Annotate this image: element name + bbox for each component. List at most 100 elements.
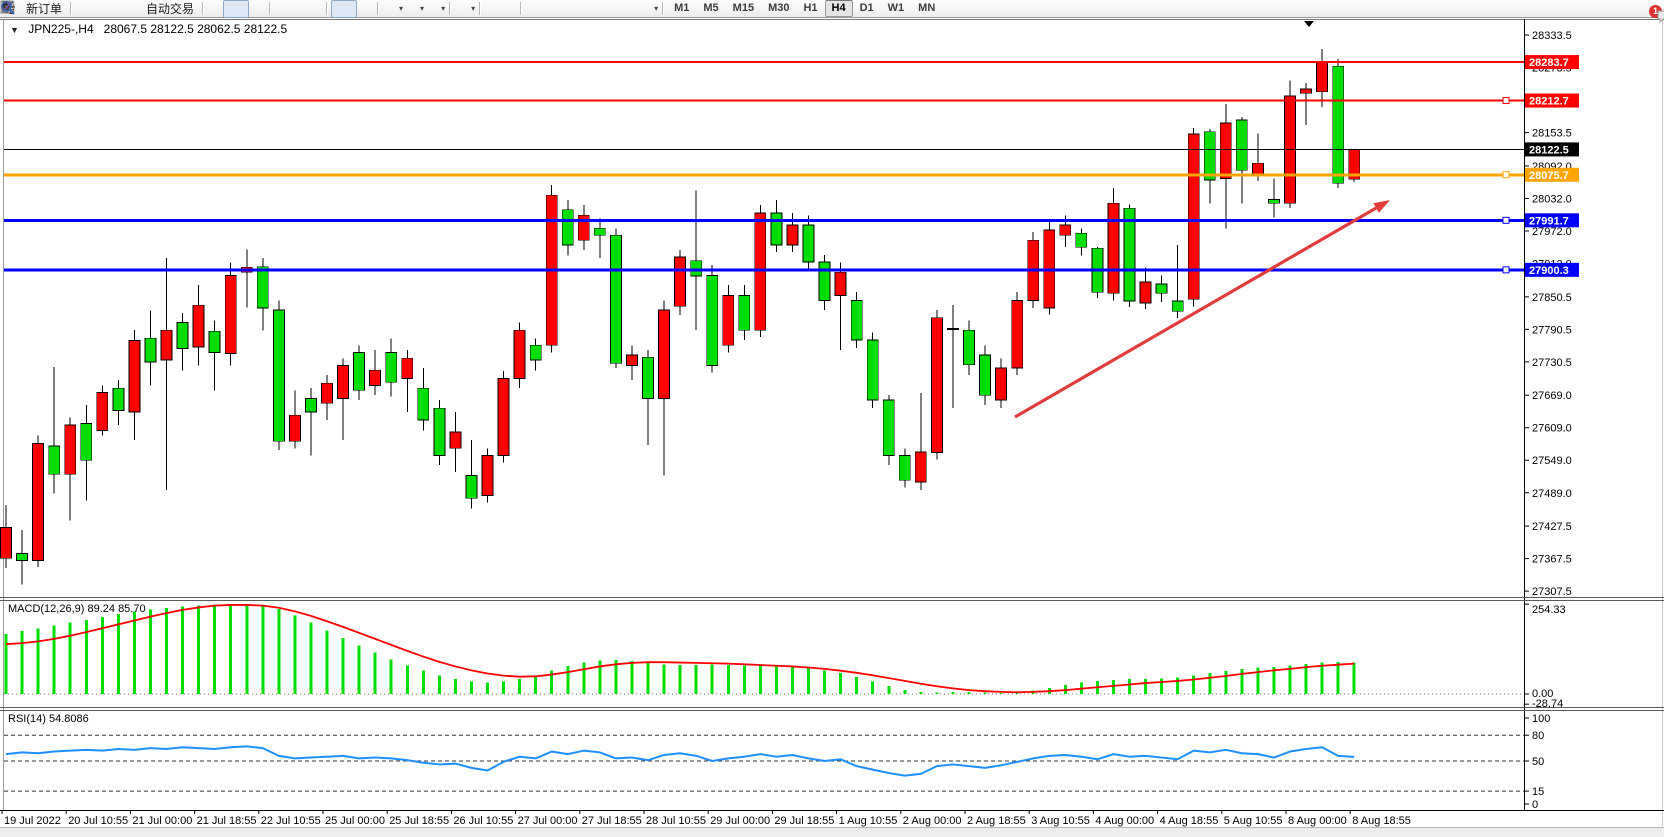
horizontal-line-icon[interactable] [1,1,557,17]
candle [1316,61,1328,93]
templates-icon[interactable] [1,1,440,17]
fibonacci-icon[interactable]: F [1,1,605,17]
hline-handle[interactable] [1502,266,1510,274]
line-chart-icon[interactable] [0,1,265,17]
candle [1300,88,1312,94]
signal-icon[interactable] [1,1,123,17]
candle [1123,207,1136,302]
text-label-icon[interactable]: T [0,1,637,17]
candle [16,553,28,561]
candle [834,271,847,296]
candle [626,354,638,366]
chart-shift-icon[interactable] [2,1,373,17]
price-badge-text: 28075.7 [1529,170,1569,182]
divider [662,2,664,15]
chart-title[interactable]: ▼ JPN225-,H4 28067.5 28122.5 28062.5 281… [10,22,287,36]
chevron-down-icon[interactable]: ▾ [471,4,476,13]
candle [48,445,61,475]
candle [64,424,77,475]
hline-handle[interactable] [1502,171,1510,179]
arrows-icon[interactable] [2,1,653,17]
time-label: 29 Jul 00:00 [710,815,770,827]
auto-scroll-icon[interactable] [3,0,358,18]
hline-handle[interactable] [1502,216,1510,224]
trend-arrow[interactable] [1014,206,1377,419]
candle [208,330,221,353]
timeframe-M5[interactable]: M5 [703,2,719,14]
time-label: 20 Jul 10:55 [68,815,128,827]
timeframe-D1[interactable]: D1 [859,2,874,14]
indicators-icon[interactable] [0,1,470,17]
timeframe-W1[interactable]: W1 [887,2,905,14]
candle [1235,119,1248,171]
candle [417,387,430,421]
time-label: 27 Jul 00:00 [518,815,578,827]
shift-marker[interactable] [1304,21,1314,27]
timeframe-MN[interactable]: MN [918,2,936,14]
timeframe-bar: M1 M5 M15 M30 H1 H4 D1 W1 MN [667,0,942,17]
search-icon[interactable] [1,1,1648,17]
candle [1059,224,1072,236]
crosshair-icon[interactable] [1,1,516,17]
timeframe-M30[interactable]: M30 [768,2,790,14]
time-label: 28 Jul 10:55 [646,815,706,827]
price-badge [1525,262,1579,277]
chevron-down-icon[interactable]: ▾ [420,4,425,13]
autotrading-button[interactable]: 自动交易 [0,0,198,18]
equidistant-channel-icon[interactable]: E [0,1,589,17]
candle [561,209,574,246]
price-badge [1525,142,1579,157]
text-icon[interactable]: A [2,0,621,17]
rsi-axis-label: 15 [1532,786,1544,798]
vertical-line-icon[interactable] [5,1,541,17]
price-badge-text: 28283.7 [1529,57,1569,69]
candle [850,299,863,341]
candle [176,322,189,349]
price-badge-text: 27900.3 [1529,265,1569,277]
chevron-down-icon[interactable]: ▾ [399,4,404,13]
bar-chart-icon[interactable] [2,1,223,17]
new-chart-icon[interactable] [0,1,398,17]
price-badge-text: 28122.5 [1529,144,1569,156]
macd-name: MACD(12,26,9) [8,603,85,615]
terminal-window-icon[interactable] [0,1,107,17]
price-badge-text: 28212.7 [1529,96,1569,108]
candle [658,309,670,399]
candlestick-chart-icon[interactable] [2,0,250,18]
zoom-in-icon[interactable] [1,1,290,17]
rsi-axis-label: 100 [1532,713,1550,725]
candle [1139,281,1152,304]
zoom-out-icon[interactable] [1,1,306,17]
time-label: 2 Aug 00:00 [903,815,962,827]
time-label: 22 Jul 10:55 [261,815,321,827]
candle [802,224,815,263]
chevron-down-icon[interactable]: ▾ [441,4,446,13]
candle [1075,232,1088,248]
trendline-icon[interactable] [1,1,573,17]
candle [754,212,767,331]
price-tick: 28032.0 [1532,193,1572,205]
price-badge [1525,213,1579,228]
time-label: 27 Jul 18:55 [582,815,642,827]
timeframe-H4[interactable]: H4 [824,0,853,17]
price-badge-text: 27991.7 [1529,215,1569,227]
timeframe-M15[interactable]: M15 [732,2,755,14]
candle [321,382,333,404]
cursor-icon[interactable] [3,1,500,17]
time-label: 8 Aug 00:00 [1288,815,1347,827]
timeframe-M1[interactable]: M1 [674,2,690,14]
timeframe-H1[interactable]: H1 [803,2,818,14]
divider [449,2,451,15]
periods-clock-icon[interactable] [0,0,419,17]
price-tick: 27850.5 [1532,292,1572,304]
divider [377,2,379,15]
hline-handle[interactable] [1502,97,1510,105]
chevron-down-icon[interactable]: ▾ [654,4,659,13]
time-label: 19 Jul 2022 [4,815,61,827]
candle [818,261,831,301]
funnel-icon[interactable] [1,1,91,17]
price-badge [1525,93,1579,108]
tile-windows-icon[interactable] [1,1,322,17]
trend-arrow-head[interactable] [1373,200,1390,213]
